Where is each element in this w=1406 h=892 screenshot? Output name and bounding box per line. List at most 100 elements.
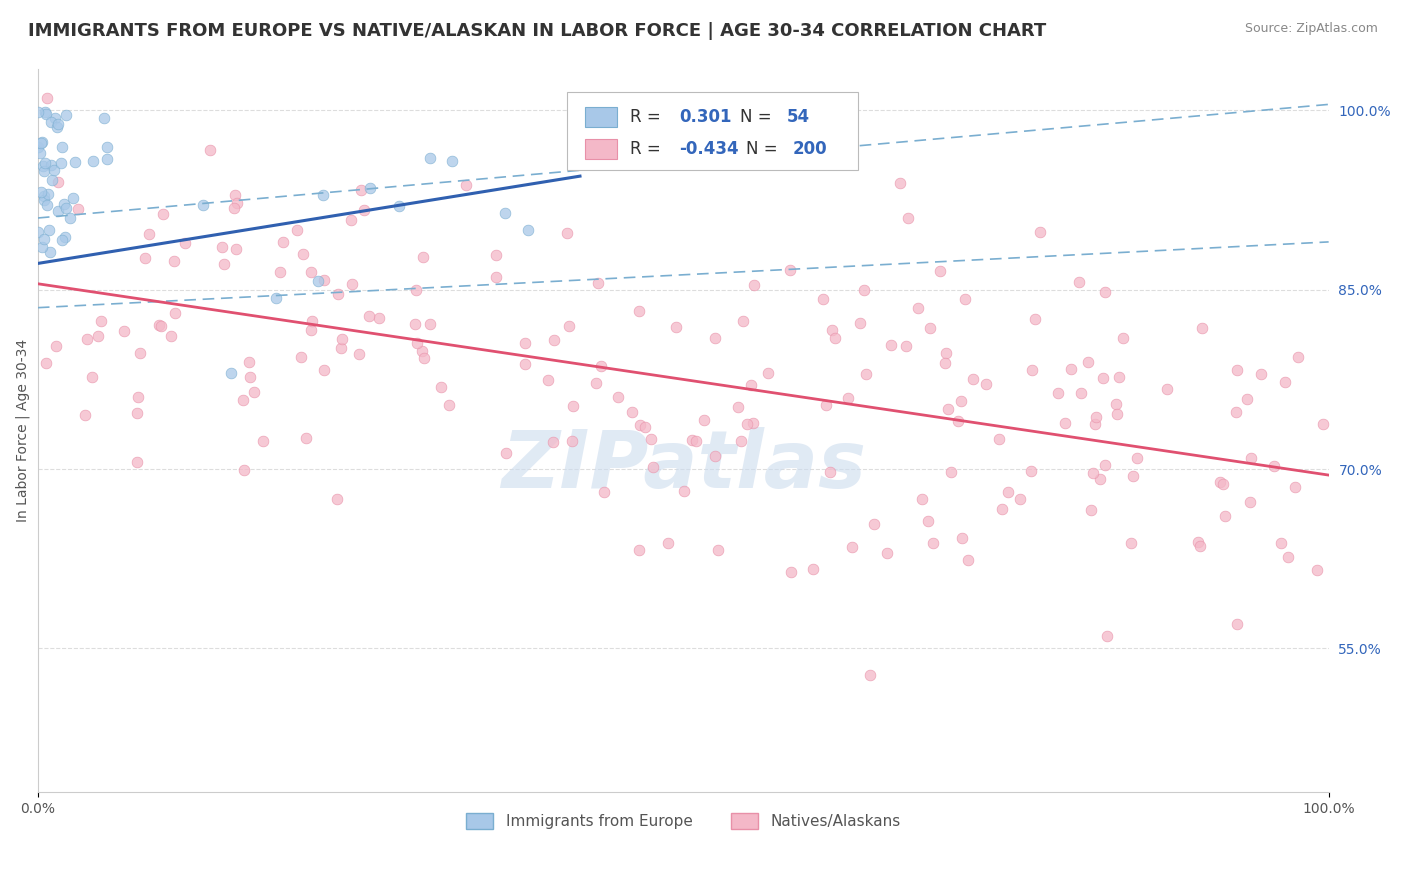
Point (226, 196, 249, 211)
Point (127, 390, 149, 404)
Point (174, 236, 197, 251)
Point (657, 536, 679, 550)
Point (1095, 629, 1118, 643)
Point (233, 463, 256, 477)
Point (727, 400, 749, 414)
Point (30, 186, 52, 200)
Point (1080, 503, 1102, 517)
Point (80, 370, 103, 384)
Point (96, 140, 118, 154)
Point (45, 338, 67, 352)
Point (586, 276, 609, 290)
Point (558, 318, 581, 333)
Point (990, 502, 1012, 516)
Point (53, 230, 76, 244)
Point (1126, 450, 1149, 465)
Point (222, 201, 245, 215)
Point (1081, 466, 1104, 480)
Point (730, 434, 752, 448)
Point (430, 379, 453, 393)
Point (704, 331, 727, 345)
Point (1240, 450, 1263, 465)
Point (353, 202, 375, 217)
Point (1077, 355, 1099, 369)
Point (894, 339, 917, 353)
Point (221, 367, 243, 381)
Point (485, 270, 508, 285)
Point (889, 176, 911, 190)
Point (1107, 407, 1129, 421)
Text: 54: 54 (786, 108, 810, 127)
Point (1277, 549, 1299, 564)
Point (225, 242, 247, 256)
Point (855, 367, 877, 381)
Point (404, 318, 426, 332)
Point (32, 232, 55, 246)
Point (44, 111, 66, 125)
Point (31, 239, 53, 253)
Point (45, 120, 67, 135)
Point (922, 536, 945, 550)
Text: ZIPatlas: ZIPatlas (501, 427, 866, 506)
Point (837, 391, 859, 405)
Point (1054, 417, 1077, 431)
Point (46, 204, 69, 219)
Point (640, 433, 662, 447)
Point (27, 140, 49, 154)
Point (51, 140, 73, 154)
Point (974, 376, 997, 391)
Point (1191, 320, 1213, 334)
Point (824, 331, 846, 345)
Point (328, 287, 350, 301)
Point (1060, 361, 1083, 376)
Point (125, 407, 148, 421)
Point (841, 541, 863, 555)
Point (42, 162, 65, 177)
Point (821, 322, 844, 336)
Point (165, 305, 187, 319)
Point (160, 328, 183, 343)
Point (39, 158, 62, 172)
Point (301, 314, 323, 328)
Point (706, 543, 728, 558)
Point (876, 546, 898, 560)
Point (633, 420, 655, 434)
Point (681, 433, 703, 447)
Point (441, 153, 464, 168)
Point (1187, 535, 1209, 549)
Point (685, 434, 707, 449)
Point (1156, 383, 1178, 397)
Point (326, 491, 349, 506)
Point (1188, 539, 1211, 553)
Point (96, 153, 118, 167)
Point (330, 341, 353, 355)
Point (198, 143, 221, 157)
Point (815, 398, 838, 412)
Point (87, 329, 110, 343)
Point (112, 325, 135, 339)
Point (897, 211, 920, 225)
Point (1284, 480, 1306, 494)
Point (232, 392, 254, 407)
Point (163, 254, 186, 268)
Point (330, 332, 353, 346)
Point (295, 431, 318, 445)
Point (412, 250, 434, 264)
Point (291, 247, 314, 261)
Point (606, 390, 628, 404)
Point (38, 223, 60, 237)
Point (1094, 285, 1116, 299)
Point (1112, 331, 1135, 345)
Point (1225, 405, 1247, 419)
Point (665, 319, 688, 334)
Point (997, 485, 1019, 500)
Point (243, 385, 266, 400)
Point (543, 435, 565, 450)
Point (628, 417, 651, 432)
Point (67, 202, 90, 216)
Point (1236, 392, 1258, 406)
Point (148, 318, 170, 332)
Point (405, 283, 427, 297)
Point (312, 363, 335, 377)
Text: Source: ZipAtlas.com: Source: ZipAtlas.com (1244, 22, 1378, 36)
